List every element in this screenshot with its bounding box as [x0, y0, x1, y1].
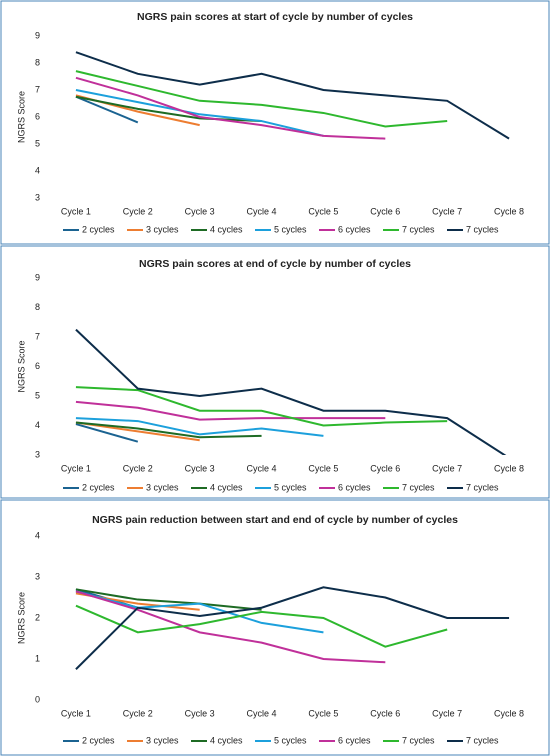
legend-label: 4 cycles [210, 224, 243, 234]
series-line [75, 421, 262, 439]
plot-area [75, 586, 510, 670]
x-tick-label: Cycle 1 [61, 206, 91, 216]
legend-label: 7 cycles [402, 735, 435, 745]
x-tick-label: Cycle 7 [432, 708, 462, 718]
x-tick-label: Cycle 6 [370, 708, 400, 718]
plot-area [75, 328, 507, 455]
x-tick-label: Cycle 5 [308, 463, 338, 473]
y-tick-label: 1 [35, 653, 40, 663]
legend-label: 6 cycles [338, 224, 371, 234]
x-tick-label: Cycle 3 [185, 708, 215, 718]
series-line [75, 95, 139, 124]
y-tick-label: 0 [35, 694, 40, 704]
y-axis-label: NGRS Score [16, 592, 26, 644]
y-tick-label: 6 [35, 111, 40, 121]
y-axis-label: NGRS Score [16, 340, 26, 392]
x-tick-label: Cycle 8 [494, 206, 524, 216]
series-line [75, 76, 386, 140]
y-tick-label: 8 [35, 302, 40, 312]
series-line [75, 386, 448, 427]
legend-label: 3 cycles [146, 735, 179, 745]
legend-label: 2 cycles [82, 482, 115, 492]
legend-label: 7 cycles [402, 482, 435, 492]
legend-label: 2 cycles [82, 735, 115, 745]
panel-border [0, 245, 550, 499]
x-tick-label: Cycle 8 [494, 463, 524, 473]
y-tick-label: 9 [35, 272, 40, 282]
panel-border [0, 499, 550, 756]
chart-title: NGRS pain reduction between start and en… [92, 514, 458, 526]
x-tick-label: Cycle 2 [123, 463, 153, 473]
legend-label: 6 cycles [338, 482, 371, 492]
series-line [75, 89, 324, 137]
legend-label: 5 cycles [274, 224, 307, 234]
series-line [75, 95, 262, 123]
x-tick-label: Cycle 2 [123, 708, 153, 718]
series-line [75, 590, 386, 664]
y-tick-label: 3 [35, 571, 40, 581]
panel-border [0, 0, 550, 245]
chart-title: NGRS pain scores at start of cycle by nu… [137, 11, 413, 23]
x-tick-label: Cycle 2 [123, 206, 153, 216]
y-tick-label: 3 [35, 192, 40, 202]
legend-label: 3 cycles [146, 224, 179, 234]
series-line [75, 417, 324, 437]
chart-title: NGRS pain scores at end of cycle by numb… [139, 258, 411, 270]
series-line [75, 51, 510, 140]
y-tick-label: 6 [35, 361, 40, 371]
legend-label: 6 cycles [338, 735, 371, 745]
x-tick-label: Cycle 7 [432, 463, 462, 473]
x-tick-label: Cycle 8 [494, 708, 524, 718]
x-tick-label: Cycle 5 [308, 708, 338, 718]
y-tick-label: 2 [35, 612, 40, 622]
y-tick-label: 7 [35, 331, 40, 341]
x-tick-label: Cycle 1 [61, 708, 91, 718]
legend-label: 7 cycles [466, 224, 499, 234]
legend-label: 2 cycles [82, 224, 115, 234]
y-tick-label: 3 [35, 449, 40, 459]
x-tick-label: Cycle 7 [432, 206, 462, 216]
series-line [75, 604, 448, 648]
x-tick-label: Cycle 6 [370, 206, 400, 216]
legend-label: 3 cycles [146, 482, 179, 492]
series-line [75, 588, 262, 611]
x-tick-label: Cycle 6 [370, 463, 400, 473]
y-tick-label: 9 [35, 30, 40, 40]
y-tick-label: 4 [35, 420, 40, 430]
series-line [75, 400, 386, 421]
y-tick-label: 5 [35, 138, 40, 148]
y-tick-label: 8 [35, 57, 40, 67]
series-line [75, 70, 448, 128]
x-tick-label: Cycle 4 [247, 463, 277, 473]
legend-label: 5 cycles [274, 482, 307, 492]
legend-label: 7 cycles [466, 735, 499, 745]
x-tick-label: Cycle 5 [308, 206, 338, 216]
x-tick-label: Cycle 1 [61, 463, 91, 473]
x-tick-label: Cycle 4 [247, 708, 277, 718]
legend-label: 4 cycles [210, 735, 243, 745]
x-tick-label: Cycle 3 [185, 206, 215, 216]
legend-label: 7 cycles [466, 482, 499, 492]
series-line [75, 586, 510, 670]
series-line [75, 423, 139, 443]
legend-label: 7 cycles [402, 224, 435, 234]
x-tick-label: Cycle 3 [185, 463, 215, 473]
legend-label: 5 cycles [274, 735, 307, 745]
y-axis-label: NGRS Score [16, 91, 26, 143]
series-line [75, 328, 507, 455]
y-tick-label: 4 [35, 165, 40, 175]
y-tick-label: 7 [35, 84, 40, 94]
legend-label: 4 cycles [210, 482, 243, 492]
plot-area [75, 51, 510, 140]
x-tick-label: Cycle 4 [247, 206, 277, 216]
y-tick-label: 5 [35, 390, 40, 400]
series-line [75, 590, 324, 634]
y-tick-label: 4 [35, 530, 40, 540]
